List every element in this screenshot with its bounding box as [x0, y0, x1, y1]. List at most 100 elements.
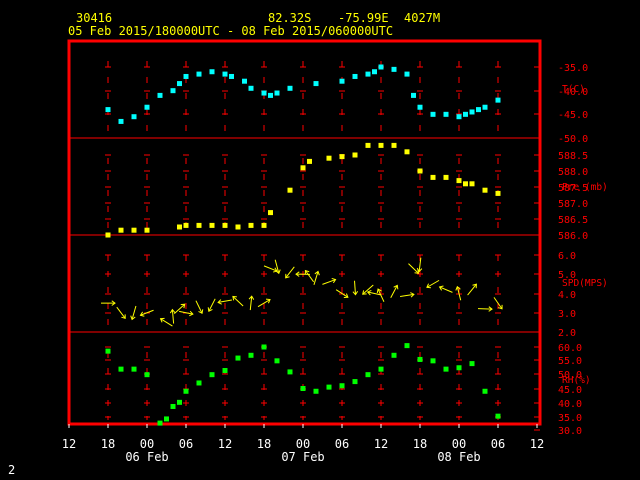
rh-point: [313, 388, 319, 394]
pressure-point: [456, 178, 462, 184]
wind-arrow-shaft: [467, 283, 477, 296]
wind-arrow: [232, 295, 244, 307]
wind-arrow: [313, 270, 320, 285]
pressure-point: [131, 227, 137, 233]
temperature-point: [443, 111, 449, 117]
temperature-point: [469, 109, 475, 115]
temperature-point: [378, 64, 384, 70]
wind-arrow-head: [376, 288, 382, 294]
wind-arrow-shaft: [390, 285, 398, 298]
rh-point: [261, 344, 267, 350]
temperature-point: [196, 71, 202, 77]
temperature-point: [118, 118, 124, 124]
temperature-point: [352, 73, 358, 79]
wind-arrow: [467, 283, 477, 296]
wind-arrow-head: [455, 285, 461, 291]
wind-arrow-head: [180, 303, 186, 309]
wind-arrow-head: [410, 292, 415, 298]
x-tick-label: 18: [101, 437, 115, 451]
pressure-point: [144, 227, 150, 233]
wind-arrow-head: [130, 315, 136, 321]
wind-arrow-head: [217, 299, 222, 305]
wind-arrow-head: [285, 273, 290, 279]
x-tick-label: 06: [491, 437, 505, 451]
wind-arrow-shaft: [493, 297, 503, 310]
rh-point: [157, 420, 163, 426]
wind-arrow-shaft: [362, 284, 374, 295]
temperature-point: [105, 107, 111, 113]
wind-arrow-head: [393, 284, 399, 290]
x-tick-label: 18: [257, 437, 271, 451]
y-tick-label: 35.0: [558, 413, 582, 424]
y-tick-label: 4.0: [558, 290, 576, 301]
y-tick-label: 60.0: [558, 343, 582, 354]
wind-arrow: [352, 280, 359, 296]
data-marks: [101, 64, 503, 426]
pressure-point: [365, 142, 371, 148]
rh-point: [443, 366, 449, 372]
axes: -35.0 -40.0 -45.0 -50.0 T(C) 588.5 588.0 587.5 5…: [62, 63, 608, 464]
station-id: 30416: [76, 11, 112, 25]
rh-point: [164, 416, 169, 422]
pressure-point: [326, 155, 332, 161]
temperature-point: [157, 92, 163, 98]
wind-arrow-head: [488, 306, 493, 312]
x-tick-label: 00: [296, 437, 310, 451]
rh-point: [222, 368, 228, 374]
temperature-point: [411, 92, 416, 98]
wind-arrow: [335, 289, 349, 299]
period-range: 05 Feb 2015/180000UTC - 08 Feb 2015/0600…: [68, 24, 393, 38]
pressure-point: [183, 222, 189, 228]
wind-arrow: [362, 284, 374, 295]
wind-arrow-head: [352, 291, 359, 296]
rh-point: [183, 388, 189, 394]
pressure-point: [268, 210, 273, 216]
wind-arrow-head: [366, 289, 372, 296]
wind-arrow-head: [111, 300, 116, 306]
wind-arrow-head: [159, 317, 165, 323]
wind-arrow: [400, 292, 415, 298]
y-tick-label: 588.0: [558, 167, 588, 178]
wind-arrow-shaft: [232, 296, 244, 307]
pressure-point: [118, 227, 124, 233]
rh-point: [352, 379, 358, 385]
x-tick-label: 12: [530, 437, 544, 451]
rh-point: [274, 358, 280, 364]
pressure-point: [196, 222, 202, 228]
rh-point: [144, 372, 150, 378]
wind-arrow-shaft: [377, 288, 385, 302]
wind-arrow-shaft: [249, 296, 253, 311]
wind-arrow: [159, 317, 173, 327]
wind-arrow-head: [139, 311, 145, 317]
temperature-point: [248, 85, 254, 91]
y-tick-label: -35.0: [558, 63, 588, 74]
wind-arrow: [416, 257, 423, 273]
pressure-point: [404, 149, 410, 155]
rh-point: [105, 348, 111, 354]
x-tick-label: 12: [62, 437, 76, 451]
temperature-point: [170, 88, 176, 94]
y-tick-label: 45.0: [558, 385, 582, 396]
wind-arrow-head: [169, 308, 176, 314]
rh-point: [365, 372, 371, 378]
rh-point: [235, 355, 241, 361]
wind-arrow: [173, 303, 186, 314]
rh-point: [118, 366, 124, 372]
pressure-point: [495, 190, 501, 196]
wind-arrow: [207, 298, 216, 313]
wind-arrow-shaft: [160, 318, 173, 327]
wind-arrow: [101, 300, 116, 306]
wind-arrow-head: [295, 271, 300, 277]
wind-arrow: [195, 300, 204, 315]
x-tick-label: 12: [218, 437, 232, 451]
x-tick-label: 06: [179, 437, 193, 451]
x-tick-label: 12: [374, 437, 388, 451]
y-tick-label: 587.0: [558, 199, 588, 210]
pressure-point: [105, 232, 111, 238]
pressure-point: [417, 168, 423, 174]
wind-arrow-head: [331, 277, 337, 284]
temperature-point: [456, 114, 462, 120]
temperature-point: [391, 66, 397, 72]
y-tick-label: 2.0: [558, 328, 576, 339]
wind-arrow-shaft: [354, 280, 356, 295]
